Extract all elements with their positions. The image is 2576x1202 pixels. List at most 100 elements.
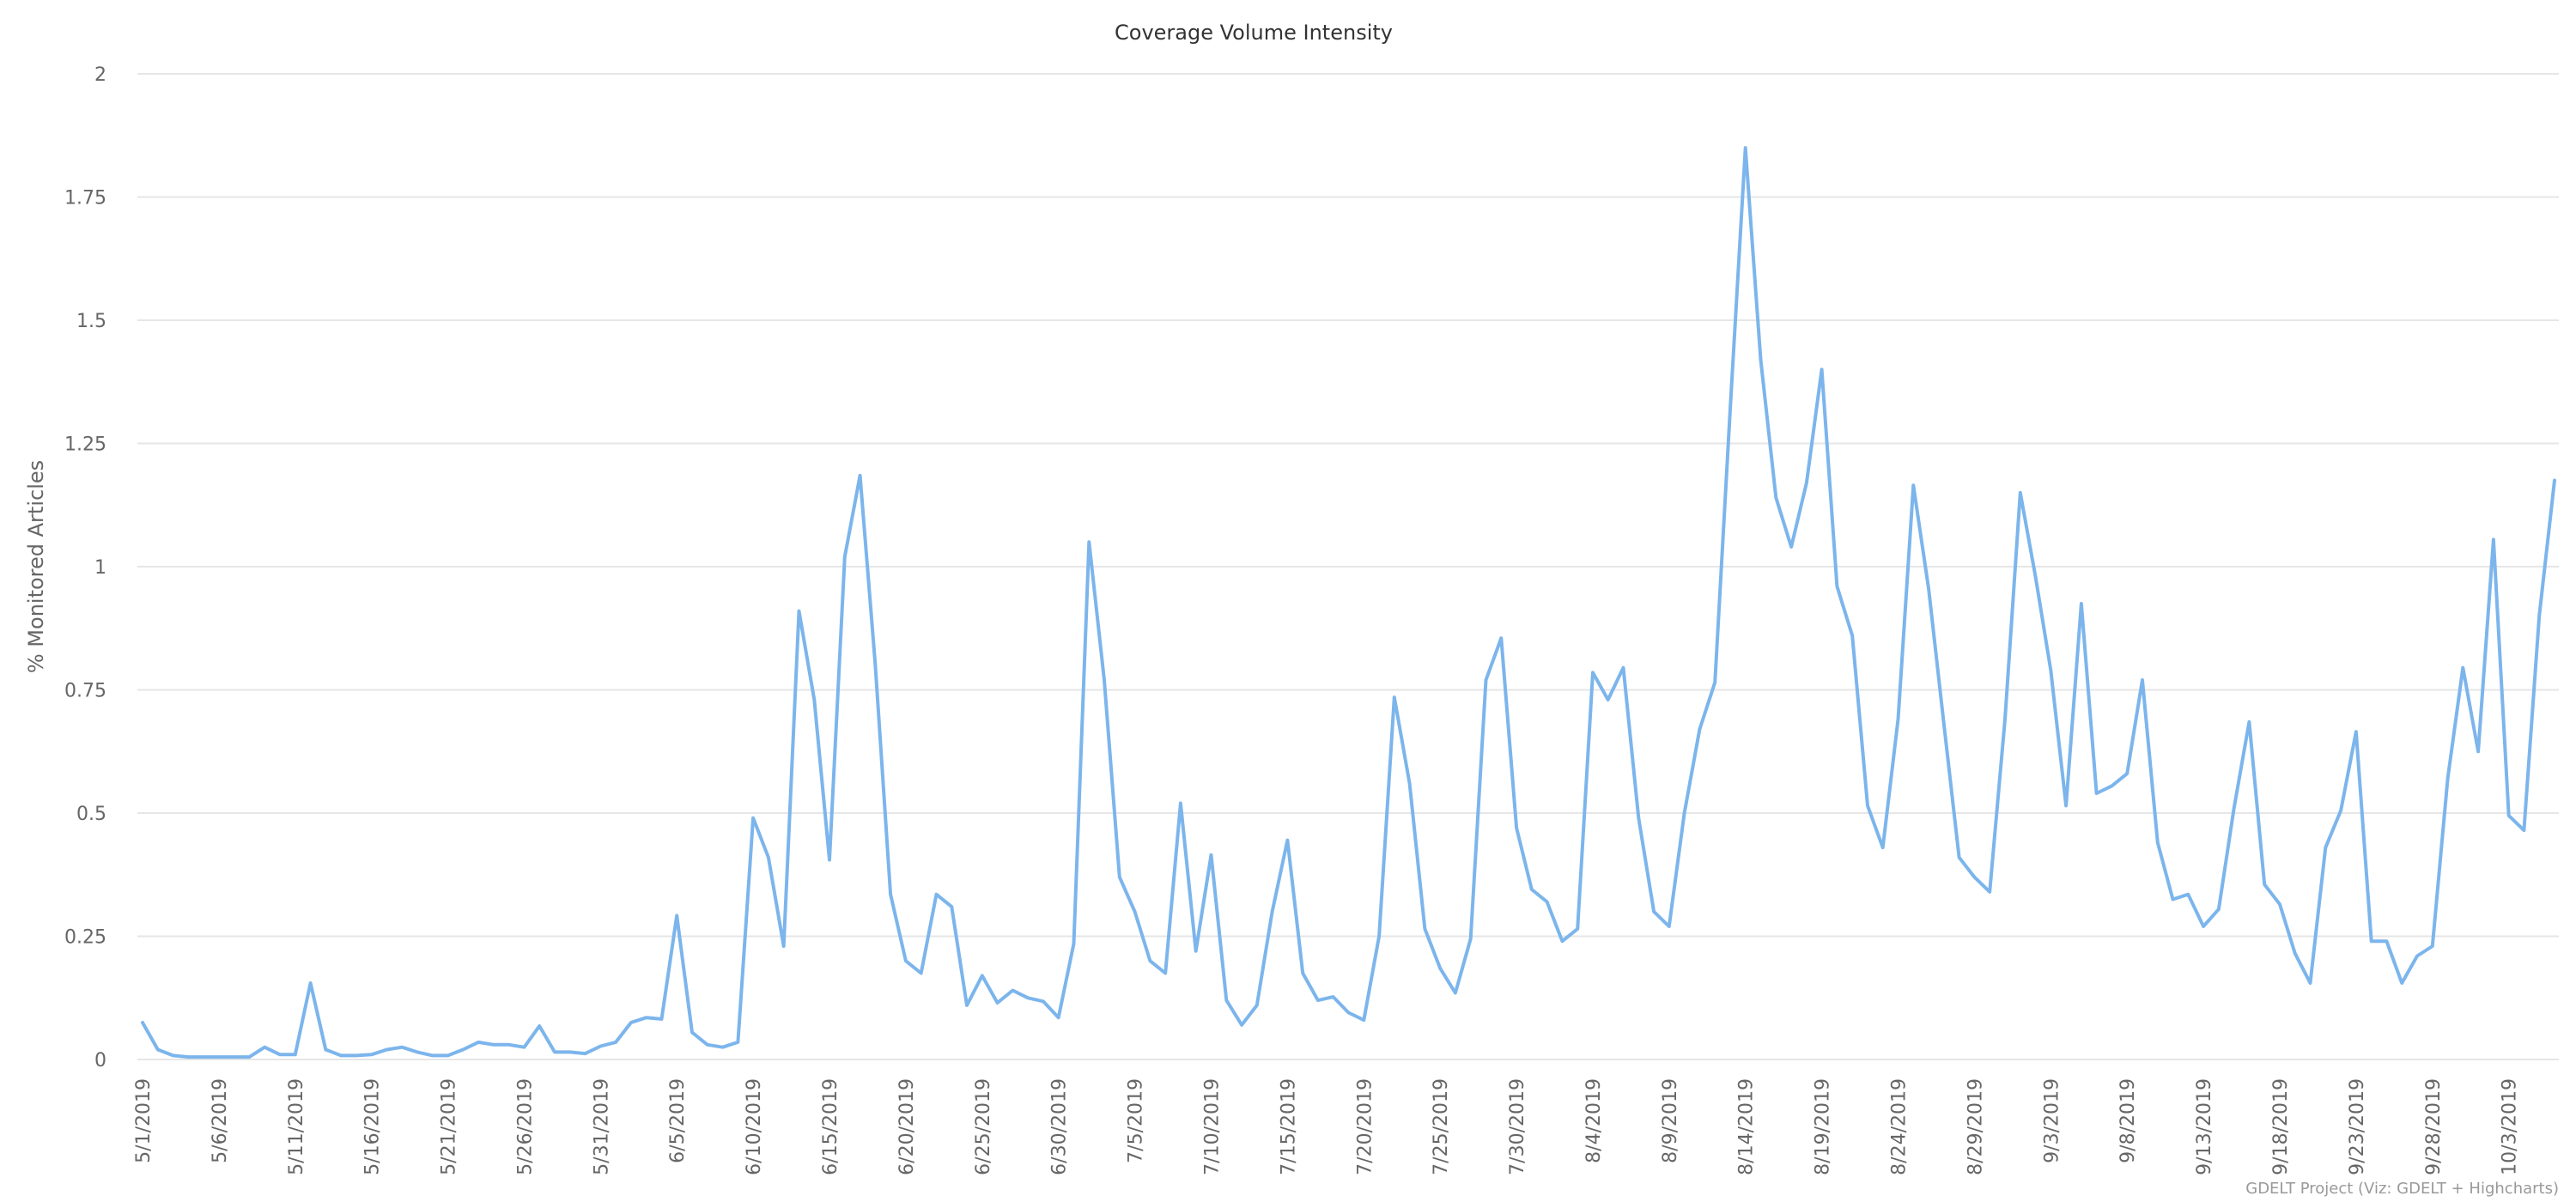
chart-credit[interactable]: GDELT Project (Viz: GDELT + Highcharts) (2245, 1180, 2559, 1198)
data-point[interactable] (1678, 806, 1692, 820)
data-point[interactable] (624, 1016, 638, 1029)
data-point[interactable] (1967, 871, 1981, 884)
data-point[interactable] (365, 1047, 379, 1061)
data-point[interactable] (991, 996, 1005, 1010)
data-point[interactable] (716, 1041, 730, 1054)
data-point[interactable] (1113, 871, 1127, 884)
data-point[interactable] (1876, 841, 1890, 854)
data-point[interactable] (2395, 976, 2409, 990)
data-point[interactable] (289, 1047, 302, 1061)
data-point[interactable] (1082, 535, 1096, 549)
data-point[interactable] (167, 1048, 180, 1062)
data-point[interactable] (1174, 797, 1188, 810)
data-point[interactable] (1143, 954, 1157, 968)
data-point[interactable] (807, 693, 821, 707)
data-point[interactable] (2441, 772, 2455, 786)
data-point[interactable] (334, 1048, 348, 1062)
data-point[interactable] (1525, 883, 1539, 896)
data-point[interactable] (1937, 718, 1951, 732)
data-point[interactable] (1311, 993, 1325, 1007)
data-point[interactable] (395, 1041, 409, 1054)
data-point[interactable] (1449, 986, 1462, 1000)
data-point[interactable] (960, 999, 974, 1012)
data-point[interactable] (1754, 353, 1768, 367)
data-point[interactable] (304, 976, 318, 990)
data-point[interactable] (1692, 722, 1706, 736)
data-point[interactable] (1189, 944, 1203, 958)
series-line[interactable] (141, 146, 2556, 1059)
data-point[interactable] (548, 1045, 562, 1059)
data-point[interactable] (1388, 690, 1401, 704)
data-point[interactable] (2120, 767, 2134, 780)
data-point[interactable] (1922, 582, 1935, 596)
data-point[interactable] (593, 1040, 607, 1053)
data-point[interactable] (2273, 897, 2287, 911)
data-point[interactable] (731, 1035, 744, 1049)
data-point[interactable] (2365, 934, 2379, 948)
data-point[interactable] (2181, 888, 2195, 902)
data-point[interactable] (685, 1025, 699, 1039)
data-point[interactable] (1769, 491, 1783, 505)
data-point[interactable] (762, 851, 775, 865)
data-point[interactable] (1906, 478, 1920, 492)
data-point[interactable] (136, 1016, 149, 1029)
data-point[interactable] (1555, 934, 1569, 948)
data-point[interactable] (2212, 902, 2226, 916)
data-point[interactable] (2548, 474, 2561, 488)
data-point[interactable] (1601, 693, 1615, 707)
data-point[interactable] (2349, 725, 2363, 738)
data-point[interactable] (258, 1041, 271, 1054)
data-point[interactable] (242, 1050, 256, 1064)
data-point[interactable] (1845, 628, 1859, 642)
data-point[interactable] (1708, 676, 1722, 689)
data-point[interactable] (2532, 609, 2546, 622)
data-point[interactable] (868, 659, 882, 672)
data-point[interactable] (2105, 779, 2118, 792)
data-point[interactable] (228, 1050, 241, 1064)
data-point[interactable] (1540, 895, 1554, 908)
data-point[interactable] (1998, 713, 2012, 726)
data-point[interactable] (1861, 798, 1874, 812)
data-point[interactable] (2257, 877, 2271, 891)
data-point[interactable] (1571, 922, 1584, 936)
data-point[interactable] (1219, 993, 1233, 1007)
data-point[interactable] (1892, 713, 1905, 726)
data-point[interactable] (1784, 540, 1798, 554)
data-point[interactable] (441, 1048, 455, 1062)
data-point[interactable] (471, 1035, 485, 1049)
data-point[interactable] (2517, 823, 2530, 837)
data-point[interactable] (1067, 937, 1081, 950)
data-point[interactable] (2318, 841, 2332, 854)
data-point[interactable] (2456, 661, 2470, 675)
data-point[interactable] (1296, 967, 1309, 980)
data-point[interactable] (151, 1043, 165, 1057)
data-point[interactable] (777, 939, 791, 953)
data-point[interactable] (273, 1047, 287, 1061)
data-point[interactable] (838, 550, 852, 564)
data-point[interactable] (563, 1045, 577, 1059)
data-point[interactable] (2410, 950, 2424, 963)
data-point[interactable] (502, 1038, 516, 1052)
data-point[interactable] (746, 811, 760, 825)
data-point[interactable] (2288, 947, 2302, 961)
data-point[interactable] (609, 1035, 623, 1049)
data-point[interactable] (426, 1048, 440, 1062)
data-point[interactable] (2227, 801, 2241, 815)
data-point[interactable] (410, 1045, 424, 1059)
data-point[interactable] (1418, 922, 1431, 936)
data-point[interactable] (2487, 532, 2500, 546)
data-point[interactable] (1036, 994, 1050, 1008)
data-point[interactable] (701, 1038, 714, 1052)
data-point[interactable] (518, 1041, 532, 1054)
data-point[interactable] (2334, 804, 2348, 817)
data-point[interactable] (319, 1043, 332, 1057)
data-point[interactable] (1510, 821, 1523, 835)
data-point[interactable] (2379, 934, 2393, 948)
data-point[interactable] (1052, 1011, 1066, 1024)
data-point[interactable] (914, 967, 928, 980)
data-point[interactable] (1005, 984, 1019, 998)
data-point[interactable] (1800, 476, 1814, 489)
data-point[interactable] (2044, 664, 2057, 677)
data-point[interactable] (1372, 930, 1386, 944)
data-point[interactable] (1815, 362, 1829, 376)
